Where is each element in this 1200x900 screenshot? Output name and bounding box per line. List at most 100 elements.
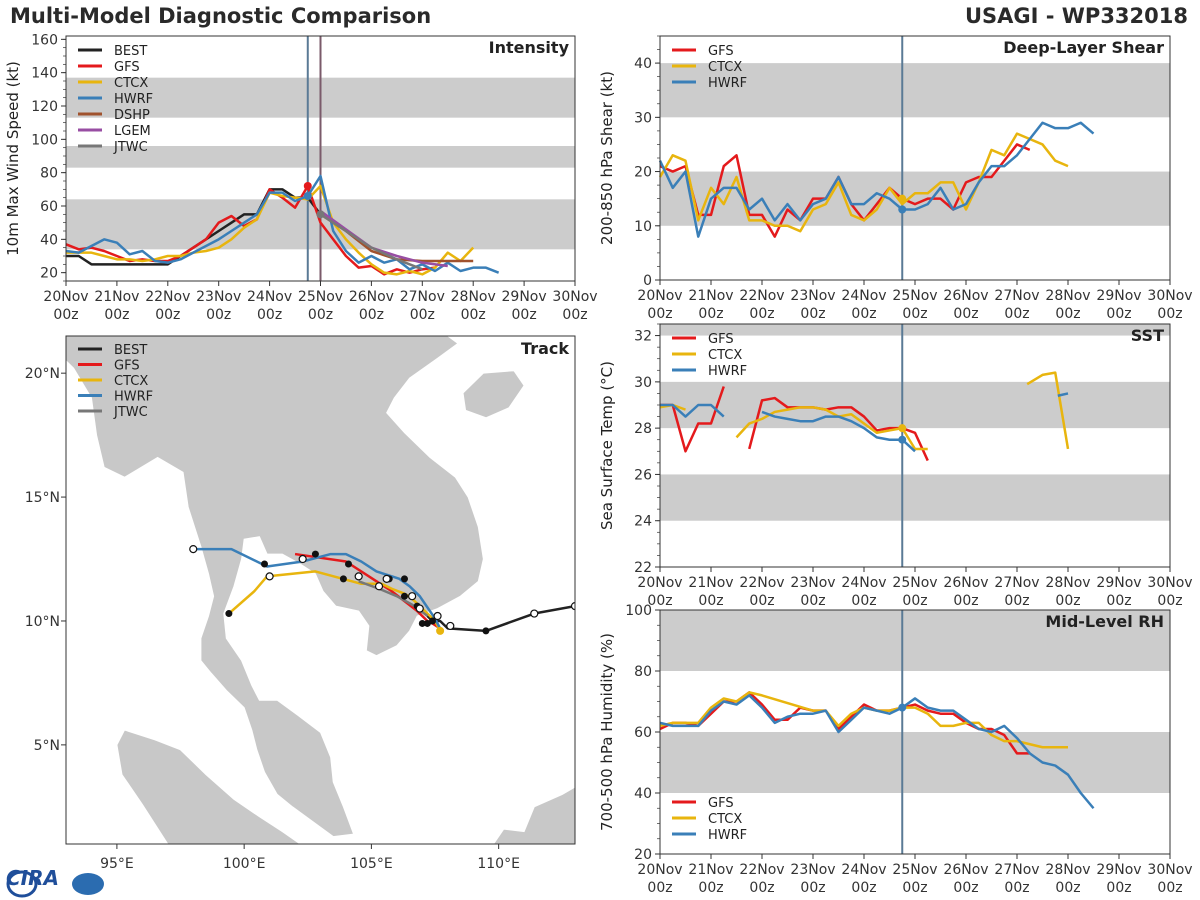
x-tick-label: 23Nov	[790, 575, 835, 591]
series-ctcx	[1026, 371, 1070, 450]
y-tick-label: 28	[634, 421, 652, 437]
panel-sst: 22 24 26 28 30 32 20Nov 00z 21Nov 00z 22Nov 00z 23No…	[598, 323, 1193, 609]
x-tick-label: 00z	[206, 307, 231, 323]
legend-label: CTCX	[708, 348, 742, 363]
y-tick-label: 24	[634, 514, 652, 530]
x-tick-label: 00z	[698, 306, 723, 322]
x-tick-label: 24Nov	[841, 288, 886, 304]
analysis-marker	[898, 435, 907, 444]
x-tick-label: 30Nov	[1147, 288, 1192, 304]
x-tick-label: 28Nov	[1045, 575, 1090, 591]
analysis-marker	[898, 703, 907, 712]
legend-label: JTWC	[113, 405, 148, 420]
x-tick-label: 23Nov	[196, 289, 241, 305]
panel-intensity: 20 40 60 80 100 120 140 160 20Nov 00z 21Nov 00z 22No…	[4, 32, 598, 323]
x-tick-label: 00z	[902, 880, 927, 896]
y-tick-label: 100	[31, 132, 58, 148]
best-track-point-open	[446, 621, 455, 631]
y-tick-label: 40	[40, 232, 58, 248]
x-tick-label: 28Nov	[451, 289, 496, 305]
x-tick-label: 00z	[902, 593, 927, 609]
x-tick-label: 27Nov	[994, 288, 1039, 304]
storm-id: USAGI - WP332018	[964, 4, 1188, 28]
y-tick-label: 10°N	[25, 614, 60, 630]
best-track-point-open	[374, 582, 384, 591]
logo-globe	[72, 873, 104, 895]
x-tick-label: 00z	[359, 307, 384, 323]
x-tick-label: 21Nov	[688, 575, 733, 591]
x-tick-label: 28Nov	[1045, 288, 1090, 304]
best-track-point	[482, 627, 490, 635]
best-track-point	[311, 550, 319, 558]
x-tick-label: 00z	[1055, 593, 1080, 609]
x-tick-label: 00z	[1004, 306, 1029, 322]
y-tick-label: 26	[634, 467, 652, 483]
legend-label: CTCX	[114, 76, 148, 91]
x-tick-label: 00z	[647, 880, 672, 896]
best-track-point	[423, 619, 431, 627]
y-tick-label: 22	[634, 560, 652, 576]
best-track-point-open	[530, 609, 539, 618]
best-track-point-open	[570, 602, 575, 611]
shaded-band	[660, 63, 1170, 118]
legend-label: GFS	[708, 44, 734, 59]
x-tick-label: 00z	[562, 307, 587, 323]
x-tick-label: 24Nov	[247, 289, 292, 305]
legend-label: CTCX	[708, 812, 742, 827]
analysis-marker	[303, 182, 312, 190]
y-axis-label: Sea Surface Temp (°C)	[598, 361, 616, 530]
x-tick-label: 30Nov	[552, 289, 597, 305]
panel-shear: 0 10 20 30 40 20Nov 00z 21Nov 00z 22Nov 00z 23Nov 00…	[598, 35, 1193, 322]
x-tick-label: 00z	[155, 307, 180, 323]
y-tick-label: 20	[634, 847, 652, 863]
x-tick-label: 23Nov	[790, 288, 835, 304]
x-tick-label: 25Nov	[298, 289, 343, 305]
y-tick-label: 100	[625, 603, 652, 619]
x-tick-label: 00z	[749, 306, 774, 322]
shaded-band	[660, 381, 1170, 429]
x-tick-label: 25Nov	[892, 862, 937, 878]
y-tick-label: 10	[634, 219, 652, 235]
y-axis-label: 200-850 hPa Shear (kt)	[598, 71, 616, 245]
x-tick-label: 22Nov	[739, 288, 784, 304]
series-hwrf	[1057, 392, 1069, 397]
x-tick-label: 20Nov	[637, 862, 682, 878]
best-track-point-open	[408, 592, 417, 601]
x-tick-label: 21Nov	[688, 288, 733, 304]
x-tick-label: 00z	[1157, 593, 1182, 609]
y-tick-label: 80	[40, 166, 58, 182]
y-tick-label: 40	[634, 786, 652, 802]
y-tick-label: 0	[643, 273, 652, 289]
x-tick-label: 21Nov	[688, 862, 733, 878]
x-tick-label: 00z	[1106, 306, 1131, 322]
legend-label: HWRF	[708, 364, 747, 379]
legend-label: HWRF	[114, 390, 153, 405]
legend-label: CTCX	[708, 60, 742, 75]
y-tick-label: 20	[634, 165, 652, 181]
shaded-band	[660, 610, 1170, 671]
x-tick-label: 00z	[647, 306, 672, 322]
series-ctcx	[658, 132, 1069, 233]
x-tick-label: 00z	[1157, 880, 1182, 896]
y-tick-label: 15°N	[25, 490, 60, 506]
cira-logo: CIRA	[6, 866, 59, 890]
best-track-point-open	[382, 574, 391, 583]
x-tick-label: 00z	[104, 307, 129, 323]
y-tick-label: 20	[40, 266, 58, 282]
best-track-point-open	[433, 611, 442, 621]
analysis-marker	[898, 194, 907, 203]
panel-title: Intensity	[489, 38, 570, 57]
x-tick-label: 26Nov	[349, 289, 394, 305]
y-tick-label: 30	[634, 110, 652, 126]
x-tick-label: 00z	[800, 880, 825, 896]
panel-title: Track	[521, 339, 569, 358]
legend-label: BEST	[114, 44, 147, 59]
x-tick-label: 24Nov	[841, 575, 886, 591]
x-tick-label: 29Nov	[1096, 862, 1141, 878]
x-tick-label: 00z	[1106, 593, 1131, 609]
y-axis-label: 10m Max Wind Speed (kt)	[4, 61, 22, 256]
figure-title: Multi-Model Diagnostic Comparison	[10, 4, 432, 28]
x-tick-label: 30Nov	[1147, 575, 1192, 591]
y-tick-label: 60	[634, 725, 652, 741]
